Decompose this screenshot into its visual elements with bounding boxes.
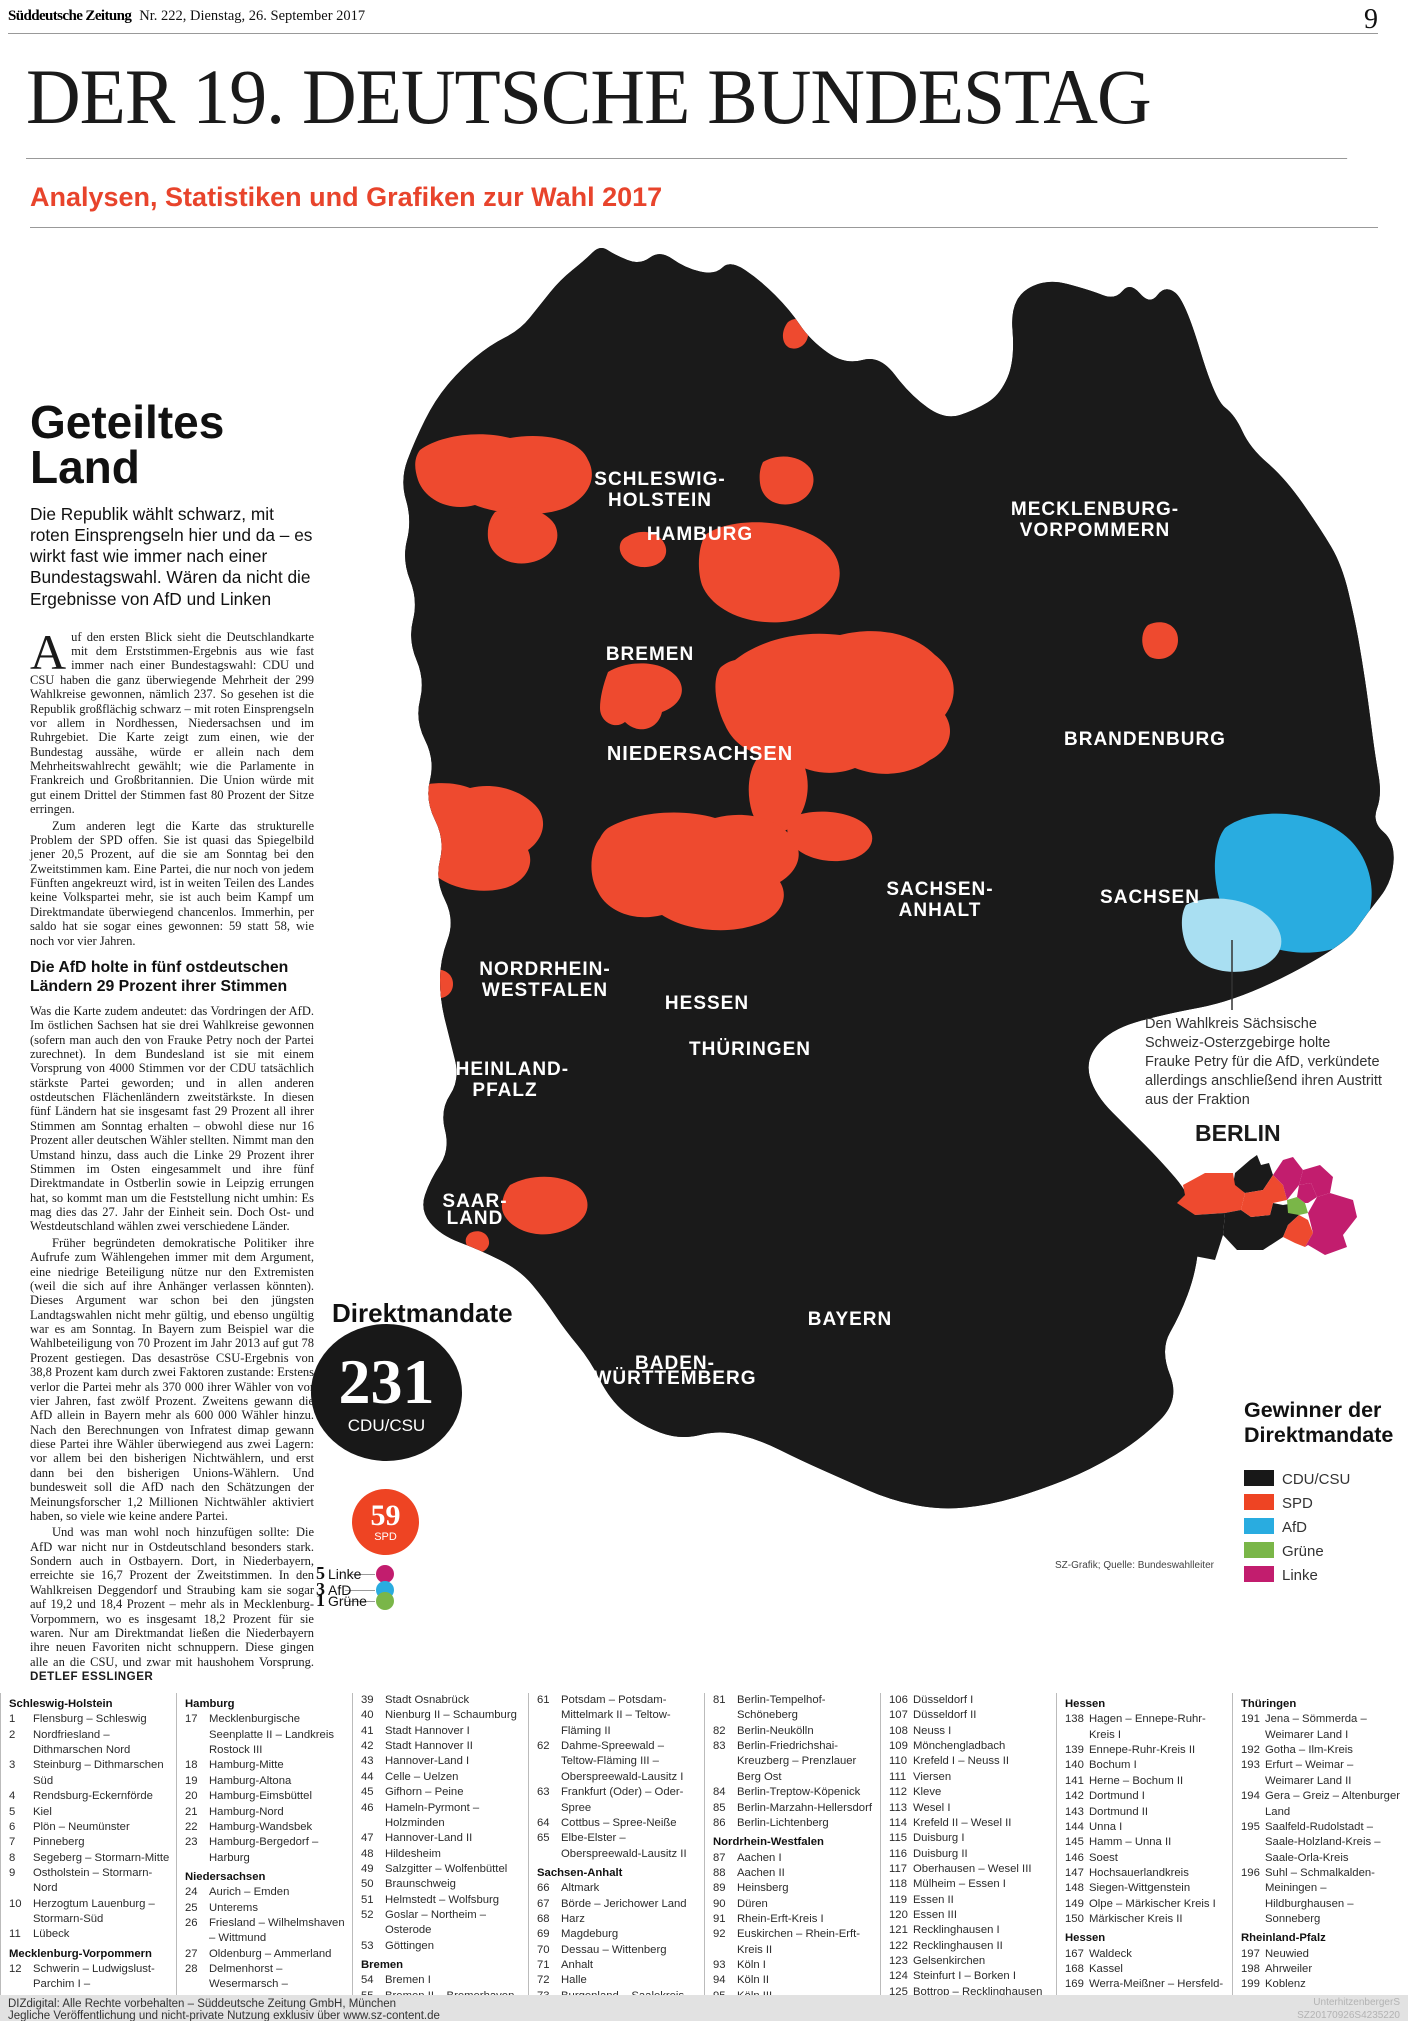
- svg-text:HAMBURG: HAMBURG: [647, 524, 753, 545]
- svg-text:WESTFALEN: WESTFALEN: [482, 980, 608, 1001]
- svg-text:ANHALT: ANHALT: [899, 900, 982, 921]
- svg-text:allerdings anschließend ihren: allerdings anschließend ihren Austritt: [1145, 1073, 1382, 1089]
- svg-text:THÜRINGEN: THÜRINGEN: [689, 1039, 811, 1060]
- svg-text:RHEINLAND-: RHEINLAND-: [441, 1059, 569, 1080]
- svg-text:Frauke Petry für die AfD, verk: Frauke Petry für die AfD, verkündete: [1145, 1054, 1380, 1070]
- svg-text:SACHSEN: SACHSEN: [1100, 887, 1200, 908]
- svg-text:aus der Fraktion: aus der Fraktion: [1145, 1092, 1250, 1108]
- svg-text:HESSEN: HESSEN: [665, 993, 749, 1014]
- svg-text:NIEDERSACHSEN: NIEDERSACHSEN: [607, 743, 793, 765]
- svg-text:WÜRTTEMBERG: WÜRTTEMBERG: [594, 1368, 757, 1389]
- svg-text:SCHLESWIG-: SCHLESWIG-: [594, 469, 725, 490]
- svg-text:BRANDENBURG: BRANDENBURG: [1064, 729, 1226, 750]
- svg-text:BERLIN: BERLIN: [1195, 1120, 1281, 1146]
- svg-text:PFALZ: PFALZ: [472, 1080, 537, 1101]
- svg-text:LAND: LAND: [447, 1208, 504, 1229]
- svg-text:VORPOMMERN: VORPOMMERN: [1020, 520, 1170, 541]
- svg-text:SACHSEN-: SACHSEN-: [886, 879, 993, 900]
- svg-text:HOLSTEIN: HOLSTEIN: [608, 490, 712, 511]
- svg-text:Schweiz-Osterzgebirge holte: Schweiz-Osterzgebirge holte: [1145, 1035, 1330, 1051]
- svg-text:NORDRHEIN-: NORDRHEIN-: [479, 959, 610, 980]
- svg-text:Den Wahlkreis Sächsische: Den Wahlkreis Sächsische: [1145, 1016, 1317, 1032]
- svg-text:BAYERN: BAYERN: [808, 1309, 893, 1330]
- svg-text:MECKLENBURG-: MECKLENBURG-: [1011, 499, 1179, 520]
- svg-text:BREMEN: BREMEN: [606, 644, 694, 665]
